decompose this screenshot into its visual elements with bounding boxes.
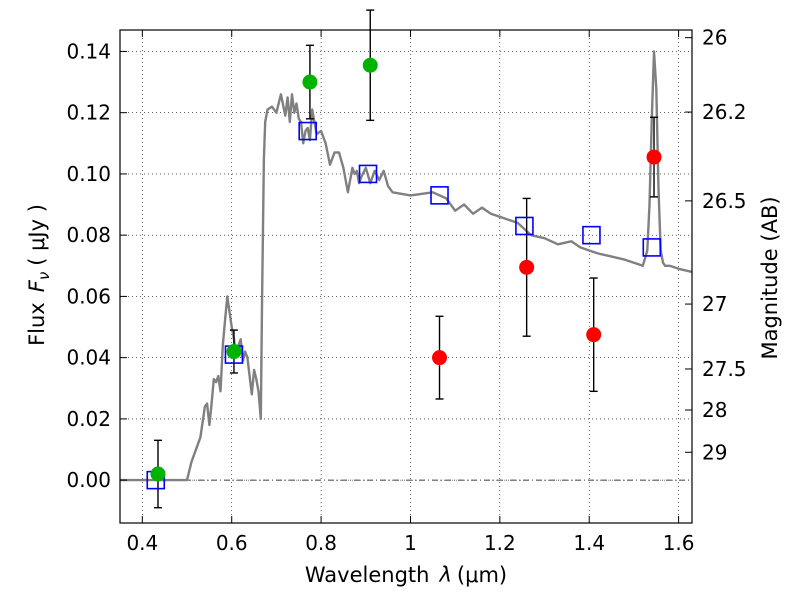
- y-tick-label: 0.08: [66, 223, 111, 247]
- model-spectrum: [120, 50, 693, 482]
- model-curve: [120, 50, 693, 482]
- circle-marker: [226, 344, 242, 360]
- circle-marker: [302, 74, 318, 90]
- x-axis-ticks: 0.4 0.6 0.8 1 1.2 1.4 1.6: [126, 30, 695, 555]
- y-tick-label: 0.04: [66, 346, 111, 370]
- y-tick-label: 0.00: [66, 468, 111, 492]
- x-tick-label: 1.6: [663, 531, 695, 555]
- plot-frame: [119, 29, 693, 524]
- y2-tick-label: 27.5: [702, 357, 747, 381]
- square-marker: [430, 186, 449, 205]
- y-tick-label: 0.14: [66, 39, 111, 63]
- y2-tick-label: 26: [702, 26, 727, 50]
- y2-tick-label: 29: [702, 440, 727, 464]
- square-marker: [358, 164, 378, 184]
- x-tick-label: 1.4: [573, 531, 605, 555]
- x-tick-label: 0.8: [305, 531, 337, 555]
- y-tick-label: 0.06: [66, 284, 111, 308]
- circle-marker: [519, 259, 535, 275]
- y2-tick-label: 27: [702, 292, 727, 316]
- circle-marker: [646, 149, 662, 165]
- x-tick-label: 0.4: [126, 531, 158, 555]
- square-marker: [582, 225, 601, 245]
- x-tick-label: 0.6: [216, 531, 248, 555]
- circle-marker: [362, 57, 378, 73]
- y-tick-label: 0.10: [66, 162, 111, 186]
- y2-tick-label: 26.5: [702, 189, 747, 213]
- y-axis-label: FluxFν( μJy ): [25, 204, 53, 346]
- square-marker: [515, 216, 534, 236]
- x-tick-label: 1: [404, 531, 417, 555]
- y-tick-label: 0.02: [66, 407, 111, 431]
- y-axis-ticks: 0.00 0.02 0.04 0.06 0.08 0.10 0.12 0.14: [66, 39, 127, 492]
- circle-marker: [150, 466, 166, 482]
- y2-tick-label: 28: [702, 398, 727, 422]
- circle-marker: [586, 327, 602, 343]
- x-tick-label: 1.2: [484, 531, 516, 555]
- y2-axis-label: Magnitude (AB): [758, 196, 782, 359]
- y2-axis-ticks: 26 26.2 26.5 27 27.5 28 29: [685, 26, 747, 464]
- y-tick-label: 0.12: [66, 101, 111, 125]
- grid-lines: [120, 30, 692, 523]
- x-axis-label: Wavelength λ (μm): [305, 563, 507, 587]
- circle-marker: [432, 350, 448, 366]
- photometry-markers: [146, 57, 662, 490]
- y2-tick-label: 26.2: [702, 100, 747, 124]
- square-marker: [642, 238, 662, 257]
- error-bars: [153, 9, 659, 509]
- square-marker: [298, 121, 317, 141]
